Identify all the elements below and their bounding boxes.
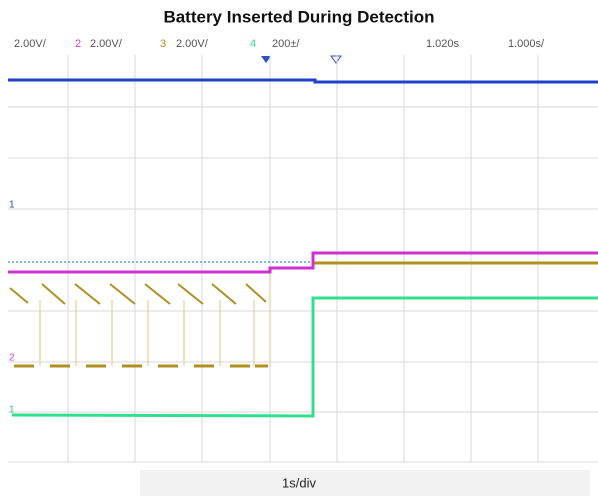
- ch2-num: 2: [75, 38, 81, 50]
- ch4-trace: [11, 296, 598, 418]
- time-scale: 200±/: [272, 38, 300, 50]
- ch3-num: 3: [160, 38, 166, 50]
- ch4-num: 4: [250, 38, 256, 50]
- trigger-marker: [261, 56, 271, 63]
- footer: 1s/div: [282, 475, 316, 490]
- ch1-marker: 1: [9, 200, 15, 211]
- ch1-scale: 2.00V/: [14, 38, 47, 50]
- delay: 1.020s: [426, 38, 460, 50]
- ch4-marker: 1: [9, 405, 15, 416]
- ch1-trace: [8, 78, 598, 84]
- footer-bar: [140, 470, 590, 496]
- title: Battery Inserted During Detection: [163, 7, 434, 26]
- delay-marker: [330, 55, 342, 64]
- ch2-trace: [8, 251, 598, 274]
- header: 2.00V/ 2 2.00V/ 3 2.00V/ 4 200±/ 1.020s …: [14, 38, 545, 50]
- ch2-scale: 2.00V/: [90, 38, 123, 50]
- timebase: 1.000s/: [508, 38, 545, 50]
- ch2-marker: 2: [9, 353, 15, 364]
- ch3-scale: 2.00V/: [176, 38, 209, 50]
- grid: [8, 55, 598, 463]
- ch3-trace: [9, 261, 598, 368]
